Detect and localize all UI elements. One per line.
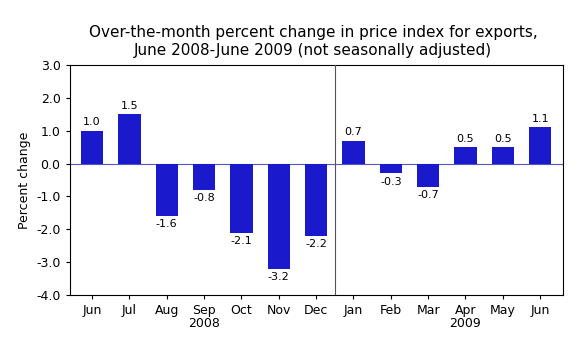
Bar	[305, 163, 327, 236]
Text: 2008: 2008	[188, 316, 220, 330]
Text: 1.5: 1.5	[121, 101, 138, 111]
Text: 1.1: 1.1	[531, 114, 549, 124]
Bar	[379, 163, 402, 174]
Bar	[342, 140, 365, 163]
Text: -2.2: -2.2	[305, 239, 327, 249]
Bar	[454, 147, 477, 163]
Text: -1.6: -1.6	[156, 220, 177, 229]
Bar	[230, 163, 253, 233]
Text: 0.5: 0.5	[494, 134, 512, 144]
Bar	[81, 131, 103, 163]
Bar	[155, 163, 178, 216]
Text: 1.0: 1.0	[83, 117, 101, 127]
Text: 0.7: 0.7	[345, 127, 362, 137]
Text: 0.5: 0.5	[456, 134, 474, 144]
Text: -0.7: -0.7	[417, 190, 439, 200]
Text: -2.1: -2.1	[230, 236, 252, 246]
Bar	[529, 127, 552, 163]
Bar	[118, 114, 140, 163]
Text: -0.3: -0.3	[380, 177, 401, 187]
Y-axis label: Percent change: Percent change	[17, 131, 31, 229]
Bar	[492, 147, 514, 163]
Text: Over-the-month percent change in price index for exports,
June 2008-June 2009 (n: Over-the-month percent change in price i…	[89, 25, 538, 58]
Text: 2009: 2009	[450, 316, 481, 330]
Bar	[417, 163, 440, 186]
Bar	[193, 163, 215, 190]
Text: -0.8: -0.8	[193, 193, 215, 203]
Bar	[267, 163, 290, 269]
Text: -3.2: -3.2	[268, 272, 289, 282]
